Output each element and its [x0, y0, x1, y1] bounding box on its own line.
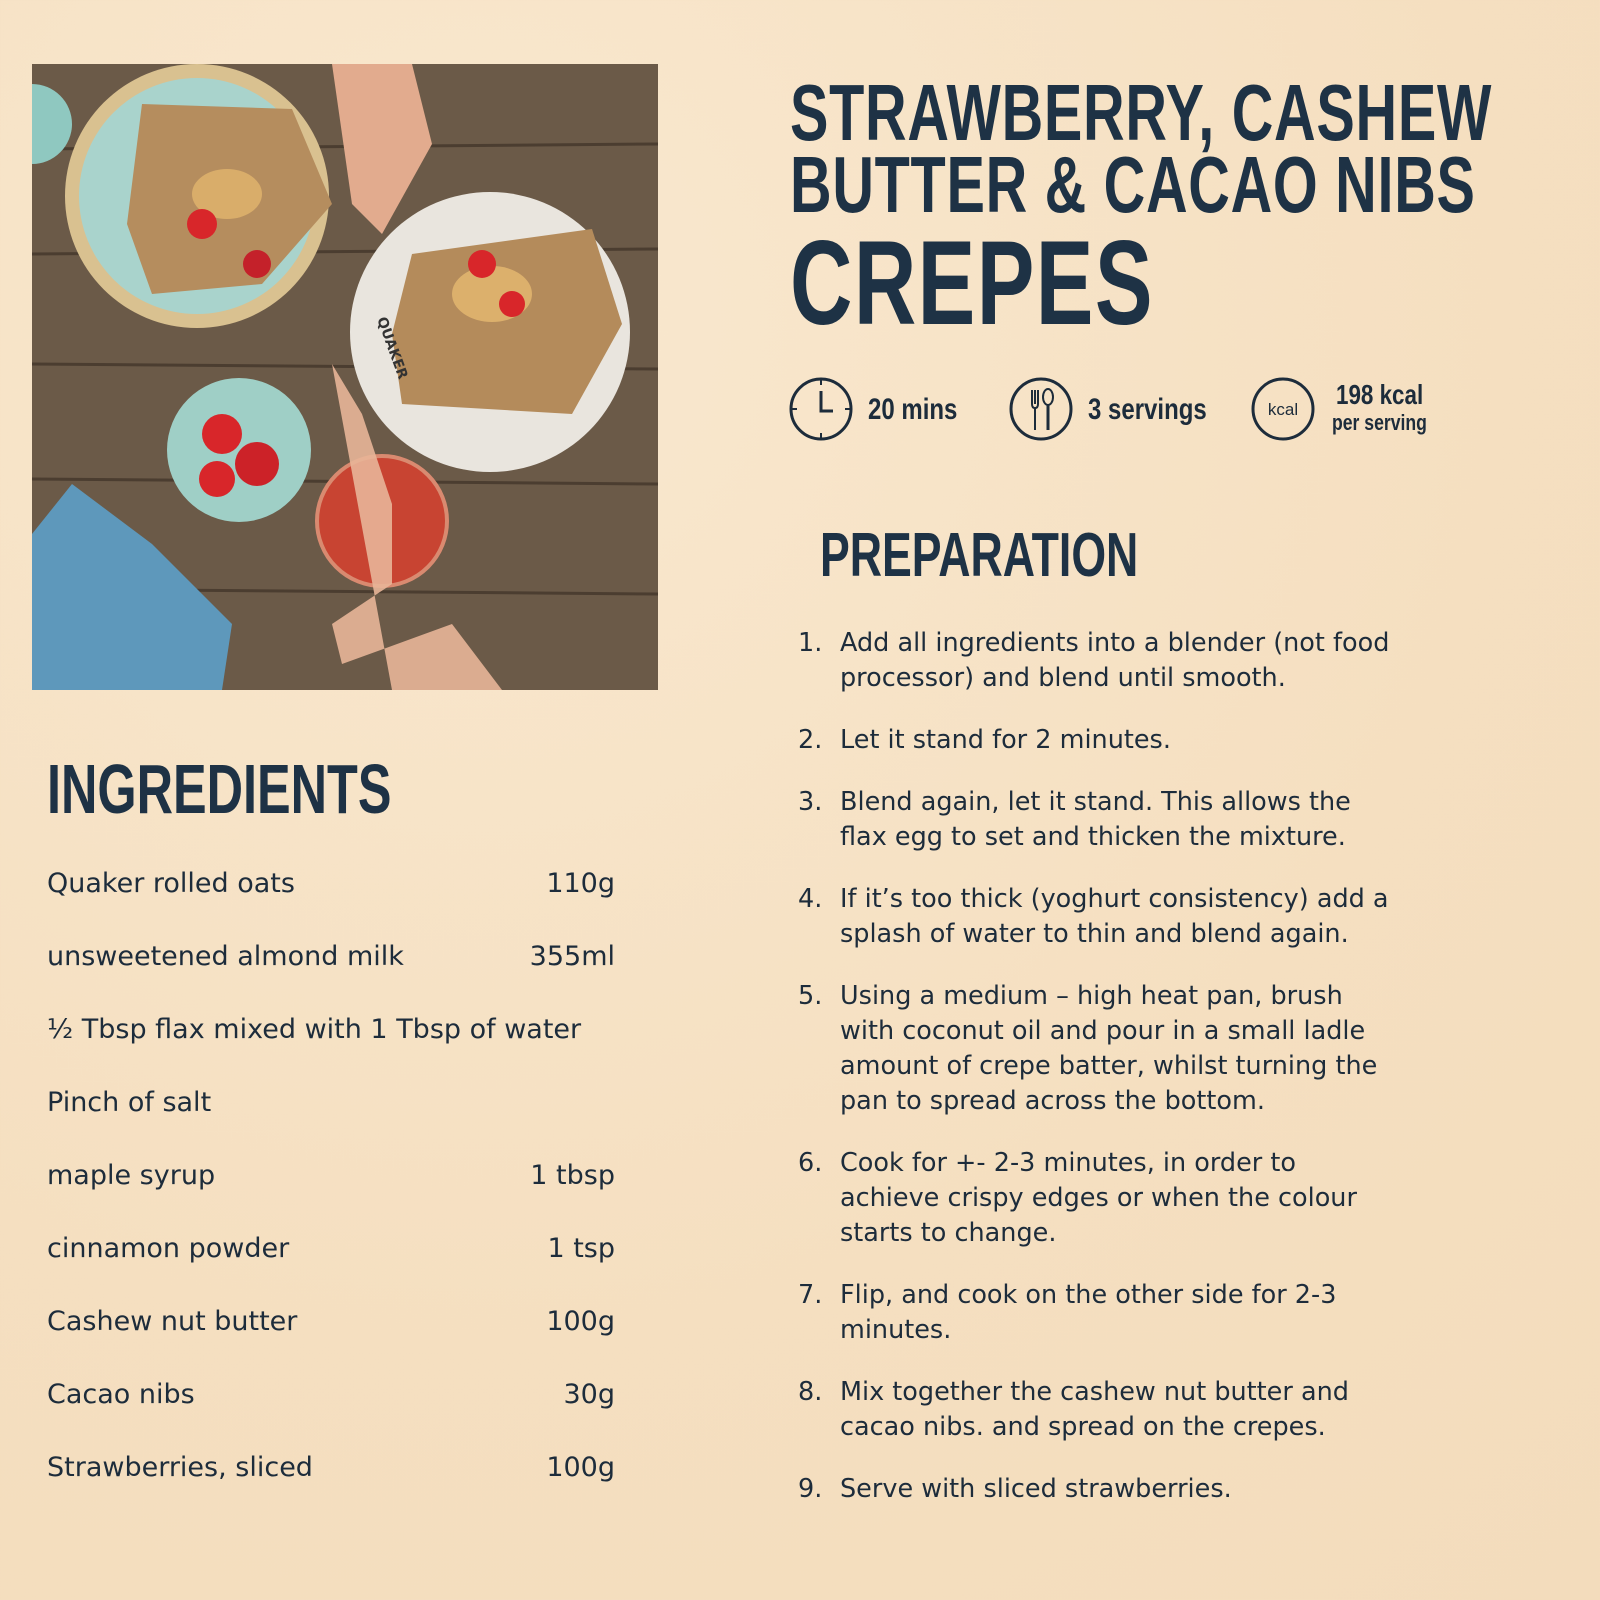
ingredient-row: ½ Tbsp flax mixed with 1 Tbsp of water [47, 1014, 615, 1045]
step-item: 7. Flip, and cook on the other side for 2… [798, 1278, 1398, 1348]
ingredient-name: maple syrup [47, 1160, 216, 1191]
step-number: 6. [798, 1148, 823, 1178]
ingredient-name: Pinch of salt [47, 1087, 212, 1118]
preparation-steps: 1. Add all ingredients into a blender (no… [798, 626, 1398, 1534]
ingredient-row: Cashew nut butter 100g [47, 1306, 615, 1337]
step-item: 3. Blend again, let it stand. This allows… [798, 785, 1398, 855]
step-text: Flip, and cook on the other side for 2-3… [840, 1280, 1337, 1345]
recipe-photo: QUAKER [32, 64, 658, 690]
ingredient-name: Strawberries, sliced [47, 1452, 313, 1483]
calories-sub: per serving [1332, 410, 1427, 435]
ingredient-name: cinnamon powder [47, 1233, 290, 1264]
ingredient-row: Pinch of salt [47, 1087, 615, 1118]
title-line-2: BUTTER & CACAO NIBS [790, 140, 1476, 229]
step-item: 6. Cook for +- 2-3 minutes, in order to a… [798, 1146, 1398, 1251]
step-item: 1. Add all ingredients into a blender (no… [798, 626, 1398, 696]
ingredient-name: Quaker rolled oats [47, 868, 295, 899]
step-text: Mix together the cashew nut butter and c… [840, 1377, 1349, 1442]
ingredient-row: Cacao nibs 30g [47, 1379, 615, 1410]
ingredient-name: Cacao nibs [47, 1379, 195, 1410]
servings-label: 3 servings [1088, 392, 1207, 426]
ingredient-amount: 355ml [529, 941, 615, 972]
ingredient-amount: 30g [563, 1379, 616, 1410]
clock-icon [789, 377, 853, 441]
cutlery-icon [1009, 377, 1073, 441]
step-text: Using a medium – high heat pan, brush wi… [840, 981, 1378, 1116]
preparation-heading: PREPARATION [820, 521, 1139, 590]
ingredients-heading: INGREDIENTS [47, 750, 392, 828]
title-line-3: CREPES [790, 216, 1154, 350]
ingredient-amount: 1 tbsp [530, 1160, 615, 1191]
ingredient-name: unsweetened almond milk [47, 941, 404, 972]
step-item: 2. Let it stand for 2 minutes. [798, 723, 1398, 758]
title-line-1: STRAWBERRY, CASHEW [790, 68, 1493, 157]
time-info: 20 mins [788, 376, 980, 442]
svg-text:kcal: kcal [1268, 400, 1298, 419]
ingredient-name: ½ Tbsp flax mixed with 1 Tbsp of water [47, 1014, 582, 1045]
step-number: 1. [798, 628, 823, 658]
step-text: Let it stand for 2 minutes. [840, 725, 1171, 755]
step-text: Serve with sliced strawberries. [840, 1474, 1232, 1504]
step-number: 5. [798, 981, 823, 1011]
calories-label: 198 kcal [1336, 379, 1424, 410]
ingredient-amount: 1 tsp [547, 1233, 615, 1264]
step-number: 2. [798, 725, 823, 755]
ingredient-amount: 100g [546, 1452, 615, 1483]
kcal-icon: kcal [1251, 377, 1315, 441]
ingredient-row: Strawberries, sliced 100g [47, 1452, 615, 1483]
step-text: Blend again, let it stand. This allows t… [840, 787, 1351, 852]
step-number: 8. [798, 1377, 823, 1407]
step-text: If it’s too thick (yoghurt consistency) … [840, 884, 1389, 949]
servings-info: 3 servings [1008, 376, 1236, 442]
ingredient-name: Cashew nut butter [47, 1306, 298, 1337]
step-text: Add all ingredients into a blender (not … [840, 628, 1390, 693]
ingredient-row: cinnamon powder 1 tsp [47, 1233, 615, 1264]
step-item: 8. Mix together the cashew nut butter and… [798, 1375, 1398, 1445]
step-item: 5. Using a medium – high heat pan, brush … [798, 979, 1398, 1119]
time-label: 20 mins [868, 392, 958, 426]
ingredient-amount: 100g [546, 1306, 615, 1337]
ingredient-row: Quaker rolled oats 110g [47, 868, 615, 899]
step-item: 4. If it’s too thick (yoghurt consistency… [798, 882, 1398, 952]
ingredient-amount: 110g [546, 868, 615, 899]
step-number: 9. [798, 1474, 823, 1504]
ingredient-row: unsweetened almond milk 355ml [47, 941, 615, 972]
step-number: 3. [798, 787, 823, 817]
step-number: 7. [798, 1280, 823, 1310]
ingredient-row: maple syrup 1 tbsp [47, 1160, 615, 1191]
step-text: Cook for +- 2-3 minutes, in order to ach… [840, 1148, 1357, 1248]
step-item: 9. Serve with sliced strawberries. [798, 1472, 1398, 1507]
calories-info: kcal 198 kcal per serving [1250, 376, 1451, 442]
step-number: 4. [798, 884, 823, 914]
